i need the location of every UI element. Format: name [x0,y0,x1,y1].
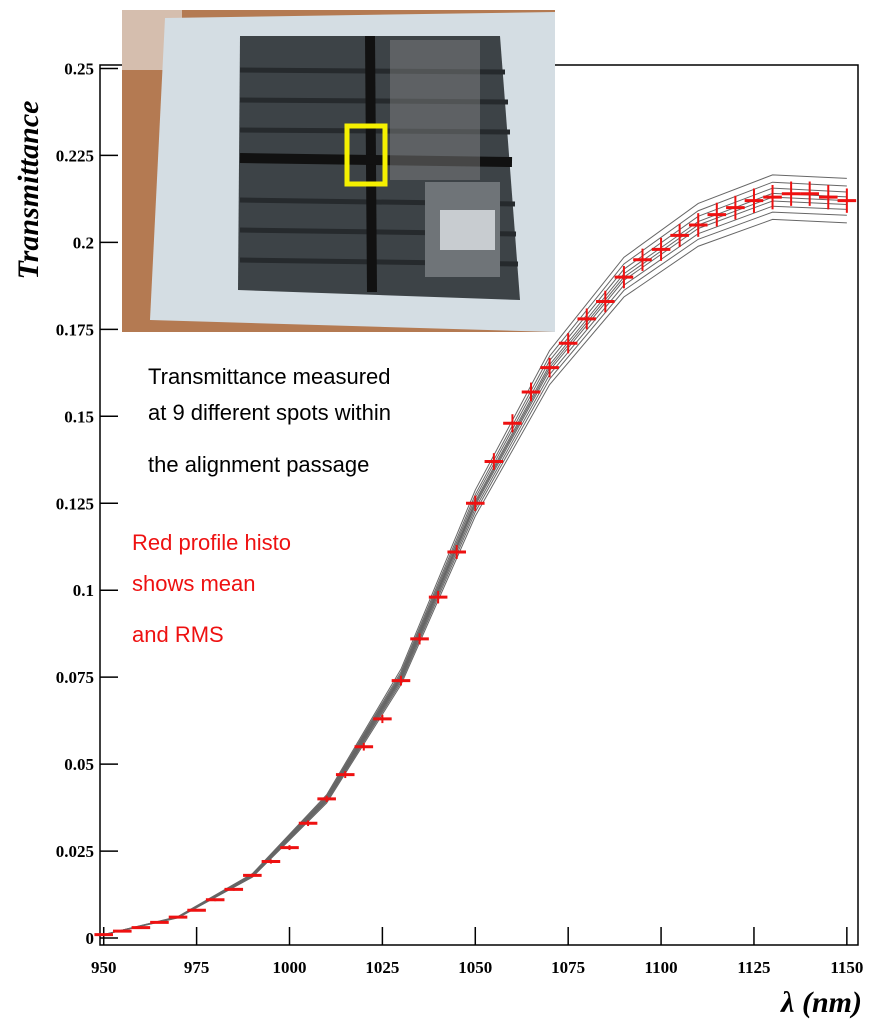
y-tick-label: 0.1 [73,581,94,600]
y-tick-label: 0.175 [56,320,94,339]
x-tick-label: 975 [184,958,210,977]
y-axis-label: Transmittance [12,101,45,280]
x-tick-label: 1075 [551,958,585,977]
x-tick-label: 950 [91,958,117,977]
annotation: Transmittance measured [148,364,391,389]
x-tick-label: 1050 [458,958,492,977]
x-tick-label: 1025 [365,958,399,977]
annotation: shows mean [132,571,256,596]
x-tick-label: 1125 [737,958,770,977]
y-tick-label: 0.125 [56,494,94,513]
photo-inset [122,10,555,332]
y-tick-label: 0.075 [56,668,94,687]
annotation: and RMS [132,622,224,647]
y-tick-label: 0.025 [56,842,94,861]
x-axis-label: λ (nm) [779,986,862,1019]
y-tick-label: 0.225 [56,146,94,165]
annotation: at 9 different spots within [148,400,391,425]
y-tick-label: 0.25 [64,59,94,78]
y-tick-label: 0 [86,929,95,948]
annotation: Red profile histo [132,530,291,555]
y-tick-label: 0.2 [73,233,94,252]
x-tick-label: 1100 [645,958,678,977]
y-tick-label: 0.05 [64,755,94,774]
annotation: the alignment passage [148,452,369,477]
x-tick-label: 1000 [273,958,307,977]
y-tick-label: 0.15 [64,407,94,426]
x-tick-label: 1150 [830,958,863,977]
plot-layer [94,67,857,945]
